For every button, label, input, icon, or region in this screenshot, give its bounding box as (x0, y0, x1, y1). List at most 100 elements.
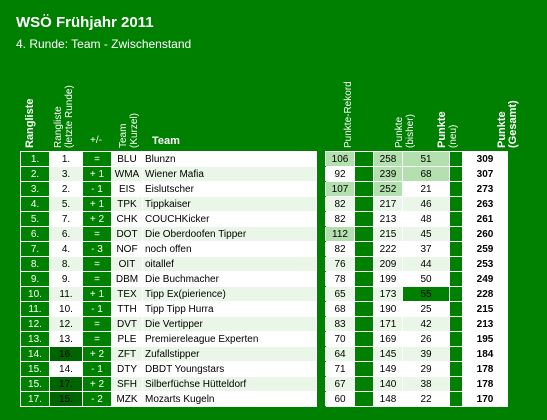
cell-rank: 13. (20, 331, 50, 347)
cell-record: 71 (325, 361, 355, 377)
table-row: 15. 14. - 1 DTY DBDT Youngstars 71 149 29 178 (20, 361, 508, 377)
cell-team-name: Die Oberdoofen Tipper (142, 226, 317, 242)
cell-gap (449, 346, 463, 362)
cell-team-code: DVT (111, 316, 143, 332)
cell-change: - 2 (82, 391, 112, 407)
header-punkte-rekord: Punkte-Rekord (343, 81, 354, 148)
cell-gap (354, 391, 374, 407)
table-row: 5. 7. + 2 CHK COUCHKicker 82 213 48 261 (20, 211, 508, 227)
cell-team-code: DOT (111, 226, 143, 242)
page-title: WSÖ Frühjahr 2011 (16, 14, 154, 31)
cell-record: 68 (325, 301, 355, 317)
cell-team-code: DTY (111, 361, 143, 377)
cell-team-code: BLU (111, 151, 143, 167)
cell-team-code: WMA (111, 166, 143, 182)
cell-points-new: 42 (402, 316, 450, 332)
cell-team-code: TEX (111, 286, 143, 302)
cell-points-total: 178 (462, 376, 508, 392)
cell-team-code: TPK (111, 196, 143, 212)
cell-gap (354, 286, 374, 302)
table-row: 12. 12. = DVT Die Vertipper 83 171 42 213 (20, 316, 508, 332)
cell-team-name: Die Buchmacher (142, 271, 317, 287)
cell-last-rank: 7. (49, 211, 83, 227)
header-punkte-bisher-line2: (bisher) (405, 114, 416, 148)
table-row: 11. 10. - 1 TTH Tipp Tipp Hurra 68 190 25 215 (20, 301, 508, 317)
cell-change: + 2 (82, 346, 112, 362)
cell-team-name: Mozarts Kugeln (142, 391, 317, 407)
cell-change: - 1 (82, 301, 112, 317)
cell-last-rank: 14. (49, 361, 83, 377)
cell-team-code: OIT (111, 256, 143, 272)
cell-points-before: 169 (373, 331, 403, 347)
cell-team-name: Premiereleague Experten (142, 331, 317, 347)
header-punkte-neu-line2: (neu) (448, 124, 459, 148)
cell-change: = (82, 151, 112, 167)
header-plusminus: +/- (90, 135, 102, 146)
cell-last-rank: 15. (49, 391, 83, 407)
cell-points-new: 45 (402, 226, 450, 242)
cell-change: - 1 (82, 181, 112, 197)
cell-last-rank: 8. (49, 256, 83, 272)
cell-last-rank: 12. (49, 316, 83, 332)
header-punkte-neu-line1: Punkte (436, 111, 448, 148)
cell-record: 83 (325, 316, 355, 332)
cell-record: 107 (325, 181, 355, 197)
cell-last-rank: 5. (49, 196, 83, 212)
cell-gap (316, 166, 326, 182)
table-row: 1. 1. = BLU Blunzn 106 258 51 309 (20, 151, 508, 167)
cell-points-total: 178 (462, 361, 508, 377)
table-row: 8. 8. = OIT oitallef 76 209 44 253 (20, 256, 508, 272)
table-row: 7. 4. - 3 NOF noch offen 82 222 37 259 (20, 241, 508, 257)
cell-team-code: EIS (111, 181, 143, 197)
cell-last-rank: 13. (49, 331, 83, 347)
cell-points-new: 46 (402, 196, 450, 212)
cell-gap (354, 181, 374, 197)
cell-points-before: 209 (373, 256, 403, 272)
cell-team-code: TTH (111, 301, 143, 317)
table-row: 17. 15. - 2 MZK Mozarts Kugeln 60 148 22 170 (20, 391, 508, 407)
cell-gap (316, 211, 326, 227)
header-rangliste-letzte-line2: (letzte Runde) (64, 85, 75, 148)
cell-rank: 15. (20, 361, 50, 377)
cell-points-before: 199 (373, 271, 403, 287)
cell-last-rank: 4. (49, 241, 83, 257)
cell-points-total: 260 (462, 226, 508, 242)
table-row: 14. 16. + 2 ZFT Zufallstipper 64 145 39 184 (20, 346, 508, 362)
cell-gap (316, 181, 326, 197)
cell-points-before: 213 (373, 211, 403, 227)
page-subtitle: 4. Runde: Team - Zwischenstand (16, 37, 192, 51)
cell-record: 82 (325, 241, 355, 257)
header-team-kurzel-line2: (Kurzel) (129, 112, 140, 148)
cell-last-rank: 17. (49, 376, 83, 392)
cell-team-name: Eislutscher (142, 181, 317, 197)
cell-points-total: 249 (462, 271, 508, 287)
table-row: 9. 9. = DBM Die Buchmacher 78 199 50 249 (20, 271, 508, 287)
cell-gap (354, 301, 374, 317)
cell-record: 82 (325, 211, 355, 227)
cell-team-name: Tipp Tipp Hurra (142, 301, 317, 317)
cell-points-before: 239 (373, 166, 403, 182)
cell-points-before: 190 (373, 301, 403, 317)
cell-points-total: 253 (462, 256, 508, 272)
table-row: 15. 17. + 2 SFH Silberfüchse Hütteldorf 67 140… (20, 376, 508, 392)
cell-gap (449, 316, 463, 332)
cell-gap (316, 196, 326, 212)
cell-record: 76 (325, 256, 355, 272)
cell-team-name: Zufallstipper (142, 346, 317, 362)
cell-points-before: 222 (373, 241, 403, 257)
cell-gap (449, 271, 463, 287)
cell-points-total: 263 (462, 196, 508, 212)
cell-gap (354, 316, 374, 332)
header-rangliste-letzte: Rangliste (letzte Runde) (53, 85, 75, 148)
header-team-kurzel: Team (Kurzel) (118, 113, 140, 148)
cell-points-new: 48 (402, 211, 450, 227)
cell-record: 106 (325, 151, 355, 167)
cell-gap (354, 376, 374, 392)
cell-team-name: COUCHKicker (142, 211, 317, 227)
table-row: 13. 13. = PLE Premiereleague Experten 70 169 26… (20, 331, 508, 347)
cell-gap (449, 226, 463, 242)
cell-points-before: 145 (373, 346, 403, 362)
cell-points-before: 171 (373, 316, 403, 332)
cell-points-new: 21 (402, 181, 450, 197)
cell-gap (354, 256, 374, 272)
